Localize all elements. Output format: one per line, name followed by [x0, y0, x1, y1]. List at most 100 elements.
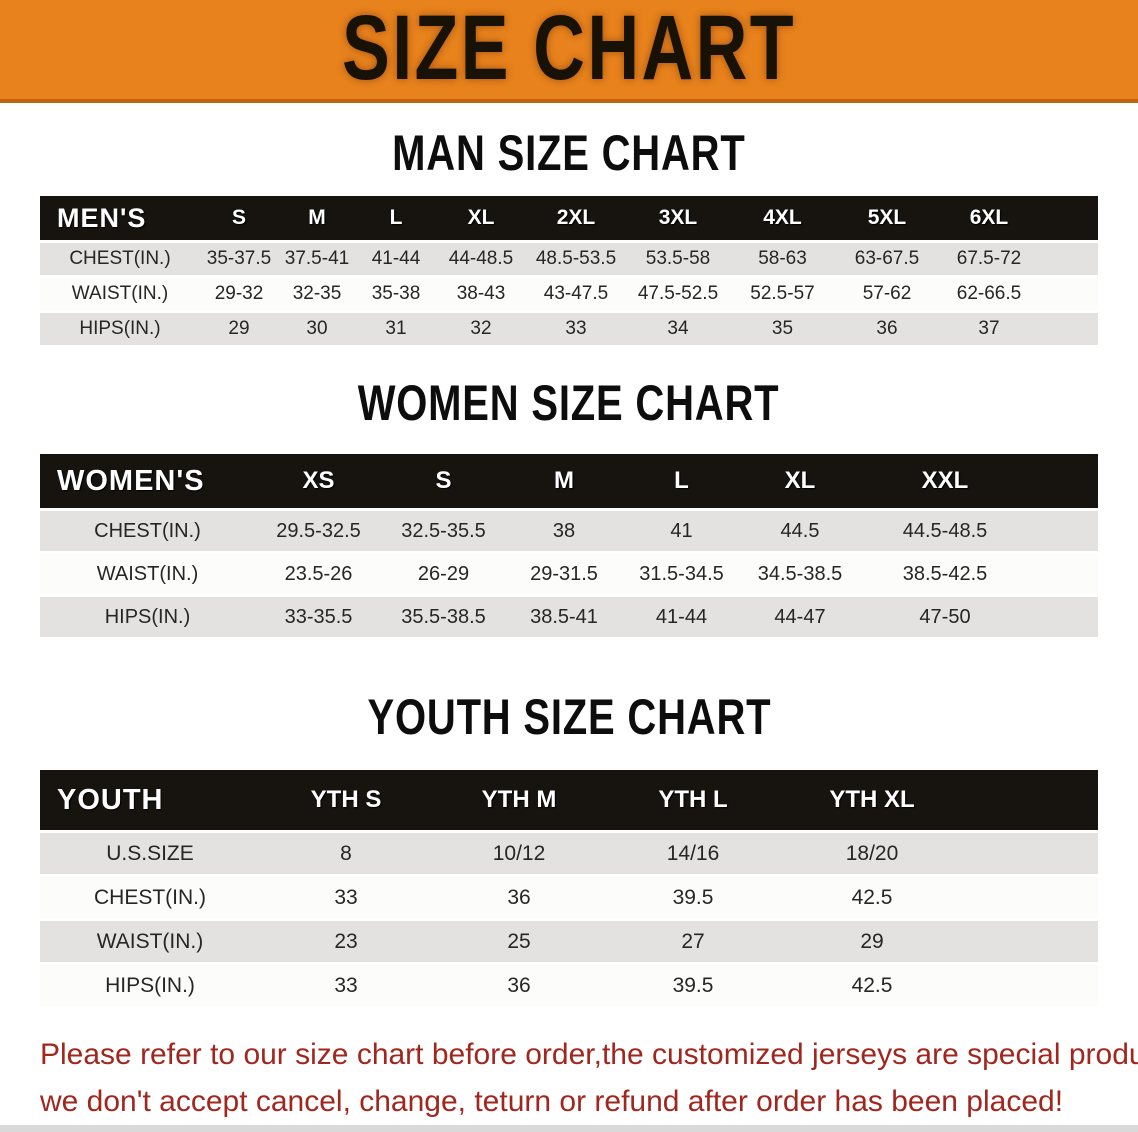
men-cell: 36	[835, 313, 939, 345]
youth-data-row: WAIST(IN.) 23 25 27 29	[40, 921, 1098, 962]
men-row-label: CHEST(IN.)	[40, 243, 200, 275]
youth-cell: 39.5	[606, 877, 780, 918]
women-cell: 29-31.5	[505, 554, 623, 594]
youth-size-col-header: YTH S	[260, 770, 432, 830]
youth-section: YOUTH SIZE CHART YOUTH YTH S YTH M YTH L YTH…	[0, 692, 1138, 1009]
women-row-spacer	[1030, 511, 1098, 551]
men-cell: 37.5-41	[278, 243, 356, 275]
men-data-row: WAIST(IN.) 29-32 32-35 35-38 38-43 43-47.5 47.…	[40, 278, 1098, 310]
youth-section-heading: YOUTH SIZE CHART	[0, 692, 1138, 742]
youth-cell: 33	[260, 965, 432, 1006]
women-cell: 44.5	[740, 511, 860, 551]
men-size-table: MEN'S S M L XL 2XL 3XL 4XL 5XL 6XL CHEST(IN.) 35-37…	[40, 193, 1098, 348]
men-row-spacer	[1039, 278, 1098, 310]
men-cell: 44-48.5	[436, 243, 526, 275]
youth-row-spacer	[964, 877, 1098, 918]
youth-cell: 18/20	[780, 833, 964, 874]
women-corner-label: WOMEN'S	[40, 454, 255, 508]
youth-cell: 27	[606, 921, 780, 962]
men-cell: 34	[626, 313, 730, 345]
men-cell: 41-44	[356, 243, 436, 275]
women-header-row: WOMEN'S XS S M L XL XXL	[40, 454, 1098, 508]
men-cell: 52.5-57	[730, 278, 835, 310]
women-cell: 26-29	[382, 554, 505, 594]
women-cell: 38.5-41	[505, 597, 623, 637]
women-row-spacer	[1030, 554, 1098, 594]
women-cell: 23.5-26	[255, 554, 382, 594]
men-cell: 43-47.5	[526, 278, 626, 310]
men-size-col-header: XL	[436, 196, 526, 240]
women-row-label: WAIST(IN.)	[40, 554, 255, 594]
women-data-row: CHEST(IN.) 29.5-32.5 32.5-35.5 38 41 44.5 44.5…	[40, 511, 1098, 551]
youth-data-row: U.S.SIZE 8 10/12 14/16 18/20	[40, 833, 1098, 874]
men-cell: 63-67.5	[835, 243, 939, 275]
men-cell: 35-37.5	[200, 243, 278, 275]
men-size-col-header: 3XL	[626, 196, 730, 240]
order-notice: Please refer to our size chart before or…	[40, 1031, 1138, 1125]
youth-cell: 25	[432, 921, 606, 962]
men-cell: 29-32	[200, 278, 278, 310]
women-data-row: WAIST(IN.) 23.5-26 26-29 29-31.5 31.5-34.5 34…	[40, 554, 1098, 594]
men-cell: 57-62	[835, 278, 939, 310]
men-row-label: WAIST(IN.)	[40, 278, 200, 310]
youth-header-row: YOUTH YTH S YTH M YTH L YTH XL	[40, 770, 1098, 830]
women-cell: 38.5-42.5	[860, 554, 1030, 594]
youth-cell: 36	[432, 965, 606, 1006]
men-cell: 62-66.5	[939, 278, 1039, 310]
women-cell: 34.5-38.5	[740, 554, 860, 594]
men-cell: 33	[526, 313, 626, 345]
youth-heading-text: YOUTH SIZE CHART	[367, 689, 771, 745]
women-cell: 44-47	[740, 597, 860, 637]
notice-line-2: we don't accept cancel, change, teturn o…	[40, 1085, 1064, 1118]
youth-cell: 23	[260, 921, 432, 962]
youth-row-label: WAIST(IN.)	[40, 921, 260, 962]
men-cell: 30	[278, 313, 356, 345]
women-row-spacer	[1030, 597, 1098, 637]
men-cell: 47.5-52.5	[626, 278, 730, 310]
youth-row-label: U.S.SIZE	[40, 833, 260, 874]
women-header-spacer	[1030, 454, 1098, 508]
women-cell: 41	[623, 511, 740, 551]
women-heading-text: WOMEN SIZE CHART	[358, 375, 780, 431]
youth-data-row: CHEST(IN.) 33 36 39.5 42.5	[40, 877, 1098, 918]
youth-size-table: YOUTH YTH S YTH M YTH L YTH XL U.S.SIZE 8 10/12…	[40, 767, 1098, 1009]
women-cell: 41-44	[623, 597, 740, 637]
youth-data-row: HIPS(IN.) 33 36 39.5 42.5	[40, 965, 1098, 1006]
men-size-col-header: 6XL	[939, 196, 1039, 240]
men-size-col-header: S	[200, 196, 278, 240]
women-cell: 29.5-32.5	[255, 511, 382, 551]
men-heading-text: MAN SIZE CHART	[392, 125, 746, 181]
men-row-spacer	[1039, 313, 1098, 345]
women-cell: 32.5-35.5	[382, 511, 505, 551]
women-cell: 47-50	[860, 597, 1030, 637]
youth-cell: 36	[432, 877, 606, 918]
banner: SIZE CHART	[0, 0, 1138, 103]
men-header-row: MEN'S S M L XL 2XL 3XL 4XL 5XL 6XL	[40, 196, 1098, 240]
men-cell: 48.5-53.5	[526, 243, 626, 275]
notice-line-1: Please refer to our size chart before or…	[40, 1038, 1138, 1071]
youth-cell: 29	[780, 921, 964, 962]
youth-row-spacer	[964, 833, 1098, 874]
women-cell: 33-35.5	[255, 597, 382, 637]
women-cell: 44.5-48.5	[860, 511, 1030, 551]
youth-size-col-header: YTH XL	[780, 770, 964, 830]
men-cell: 37	[939, 313, 1039, 345]
youth-row-spacer	[964, 965, 1098, 1006]
women-size-col-header: XL	[740, 454, 860, 508]
women-size-col-header: S	[382, 454, 505, 508]
men-size-col-header: 2XL	[526, 196, 626, 240]
youth-row-spacer	[964, 921, 1098, 962]
men-cell: 31	[356, 313, 436, 345]
youth-size-col-header: YTH M	[432, 770, 606, 830]
youth-cell: 33	[260, 877, 432, 918]
men-size-col-header: 5XL	[835, 196, 939, 240]
men-section: MAN SIZE CHART MEN'S S M L XL 2XL 3XL 4XL 5XL 6XL…	[0, 128, 1138, 348]
youth-cell: 8	[260, 833, 432, 874]
women-size-table: WOMEN'S XS S M L XL XXL CHEST(IN.) 29.5-32.5 32.5…	[40, 451, 1098, 640]
women-data-row: HIPS(IN.) 33-35.5 35.5-38.5 38.5-41 41-44 44-…	[40, 597, 1098, 637]
youth-size-col-header: YTH L	[606, 770, 780, 830]
youth-header-spacer	[964, 770, 1098, 830]
women-size-col-header: XS	[255, 454, 382, 508]
men-cell: 38-43	[436, 278, 526, 310]
youth-cell: 10/12	[432, 833, 606, 874]
